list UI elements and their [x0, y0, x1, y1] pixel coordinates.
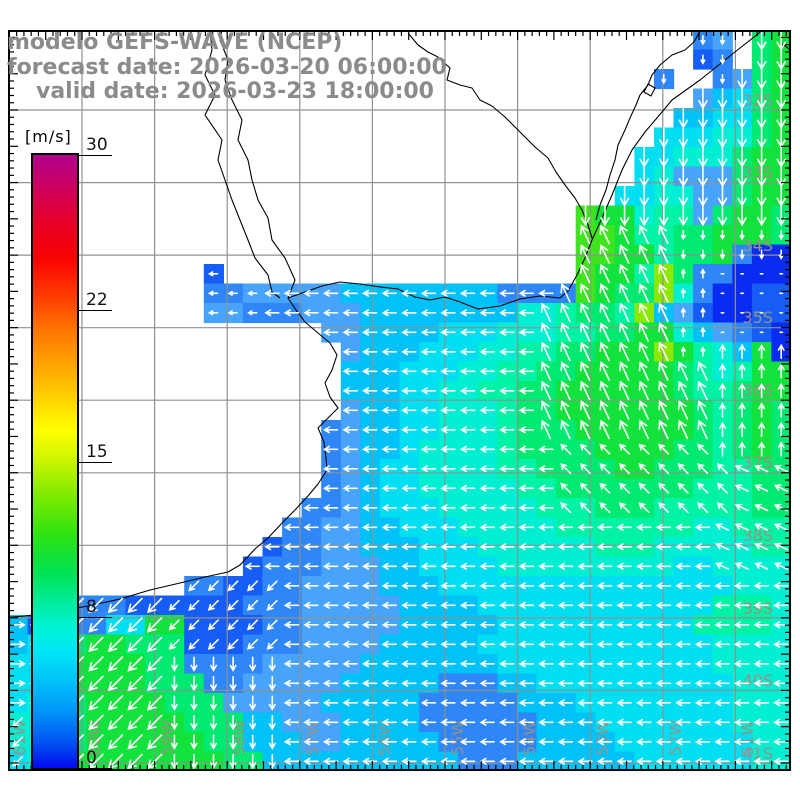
latitude-label: 38S: [742, 526, 773, 545]
map-svg: 61W 60W 59W 58W 57W 56W 55W 54W 53W 52W 51W32S33S3…: [8, 30, 791, 771]
colorbar-tick-line: [79, 310, 112, 311]
colorbar-tick-label: 15: [86, 442, 108, 462]
colorbar-tick-label: 8: [86, 597, 97, 617]
colorbar-tick-label: 30: [86, 135, 108, 155]
longitude-label: 53W: [593, 720, 612, 756]
colorbar-tick-label: 0: [86, 748, 97, 768]
title-block: modelo GEFS-WAVE (NCEP) forecast date: 2…: [7, 30, 447, 105]
longitude-label: 52W: [666, 720, 685, 756]
graticule-lines: [8, 30, 791, 771]
colorbar-gradient: [31, 153, 79, 770]
colorbar-tick-line: [79, 617, 112, 618]
latitude-label: 35S: [742, 308, 773, 327]
colorbar-unit-label: [m/s]: [25, 127, 72, 146]
latitude-label: 33S: [742, 163, 773, 182]
latitude-label: 40S: [742, 671, 773, 690]
map-frame: [8, 30, 791, 771]
longitude-label: 51W: [738, 720, 757, 756]
axis-labels: 61W 60W 59W 58W 57W 56W 55W 54W 53W 52W 51W32S33S3…: [10, 91, 773, 763]
coastline: [8, 30, 791, 618]
colorbar-tick-line: [79, 155, 112, 156]
longitude-label: 54W: [520, 720, 539, 756]
longitude-label: 55W: [448, 720, 467, 756]
latitude-label: 41S: [742, 744, 773, 763]
forecast-date-line: forecast date: 2026-03-20 06:00:00: [7, 54, 447, 80]
valid-date-line: valid date: 2026-03-23 18:00:00: [36, 79, 434, 104]
colorbar-tick-line: [79, 768, 112, 769]
latitude-label: 36S: [742, 381, 773, 400]
longitude-label: 61W: [10, 720, 29, 756]
longitude-label: 59W: [158, 720, 177, 756]
model-title: modelo GEFS-WAVE (NCEP): [7, 30, 343, 55]
colorbar-tick-label: 22: [86, 290, 108, 310]
latitude-label: 37S: [742, 453, 773, 472]
longitude-label: 57W: [303, 720, 322, 756]
latitude-label: 34S: [742, 236, 773, 255]
map-plot-area: 61W 60W 59W 58W 57W 56W 55W 54W 53W 52W 51W 32S 33S 3…: [8, 30, 791, 771]
colorbar-tick-line: [79, 462, 112, 463]
longitude-label: 56W: [375, 720, 394, 756]
latitude-label: 39S: [742, 599, 773, 618]
